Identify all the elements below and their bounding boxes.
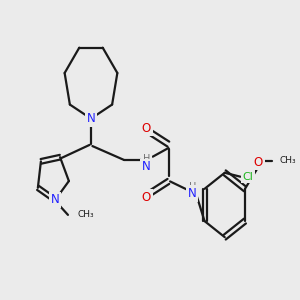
Text: H: H [143,154,150,164]
Text: CH₃: CH₃ [279,156,296,165]
Text: Cl: Cl [243,172,254,182]
Text: O: O [142,122,151,134]
Text: O: O [254,156,263,169]
Text: N: N [188,187,196,200]
Text: O: O [142,191,151,204]
Text: N: N [142,160,150,173]
Text: H: H [189,182,196,191]
Text: CH₃: CH₃ [77,210,94,219]
Text: N: N [51,194,59,206]
Text: N: N [87,112,95,125]
